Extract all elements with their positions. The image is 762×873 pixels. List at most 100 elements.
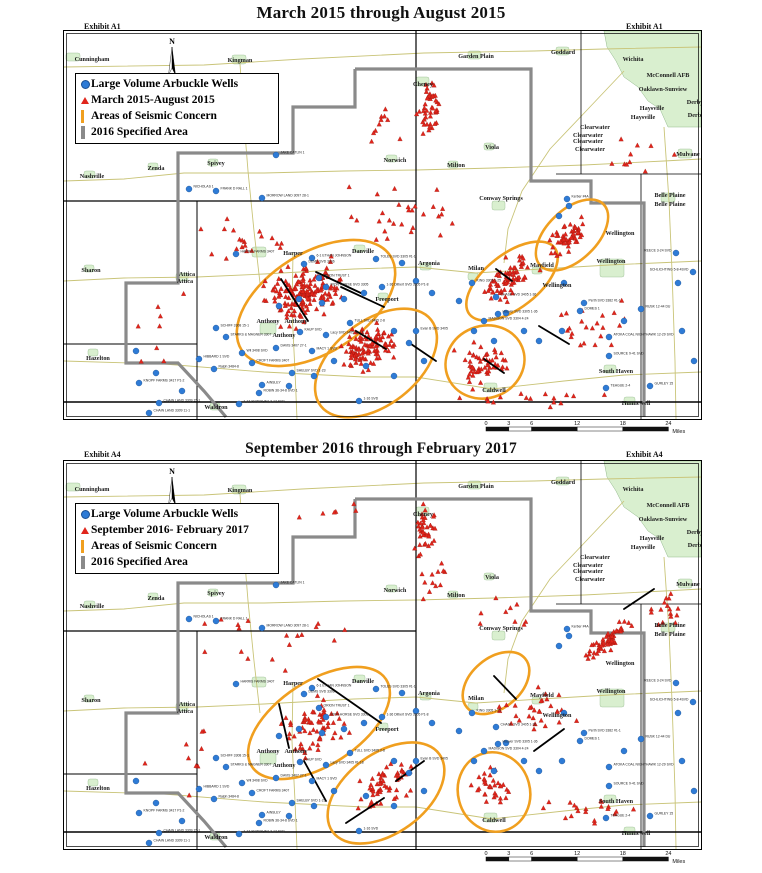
earthquake-marker — [497, 708, 503, 713]
legend-label: 2016 Specified Area — [91, 556, 188, 568]
well-marker — [558, 327, 566, 335]
earthquake-marker — [322, 290, 328, 296]
earthquake-marker — [481, 770, 487, 776]
earthquake-marker — [278, 323, 284, 329]
well-marker — [398, 689, 406, 697]
fault-line — [278, 703, 290, 749]
urban-area — [447, 160, 459, 169]
earthquake-marker — [504, 299, 510, 304]
earthquake-marker — [430, 513, 437, 519]
earthquake-marker — [589, 642, 595, 648]
earthquake-marker — [661, 599, 667, 605]
town-label: Spivey — [207, 160, 225, 167]
well-marker — [340, 295, 348, 303]
well-marker — [470, 327, 478, 335]
earthquake-marker — [276, 276, 282, 281]
earthquake-marker — [468, 368, 474, 374]
earthquake-marker — [556, 719, 562, 725]
earthquake-marker — [234, 246, 240, 252]
earthquake-marker — [384, 784, 390, 790]
earthquake-marker — [334, 710, 340, 716]
well-label: Perth SVD 3382 #1-1 — [589, 299, 621, 303]
earthquake-marker — [261, 283, 267, 289]
earthquake-marker — [324, 296, 331, 302]
well-label: SCHIFF 3308 15-1 — [221, 324, 250, 328]
earthquake-marker — [562, 231, 569, 237]
earthquake-marker — [475, 368, 481, 373]
well-marker — [195, 785, 203, 793]
map-canvas: NICHOLAS 1 FRANK D RALL 1 MORROW LAND 3097… — [64, 31, 701, 419]
earthquake-marker — [364, 329, 370, 335]
earthquake-marker — [269, 235, 275, 241]
earthquake-marker — [382, 106, 388, 112]
town-label: Clearwater — [573, 138, 603, 145]
earthquake-marker — [261, 297, 267, 303]
well-marker — [535, 767, 543, 775]
well-marker — [428, 719, 436, 727]
earthquake-marker — [496, 704, 502, 709]
well-marker — [132, 777, 140, 785]
urban-area — [677, 578, 693, 589]
earthquake-marker — [410, 225, 416, 230]
earthquake-marker — [422, 579, 428, 585]
earthquake-marker — [399, 221, 405, 227]
well-marker — [672, 249, 680, 257]
well-marker — [155, 829, 163, 837]
earthquake-marker — [328, 253, 334, 259]
earthquake-marker — [490, 777, 496, 783]
earthquake-marker — [157, 323, 163, 329]
earthquake-legend-icon — [81, 96, 89, 104]
well-label: Evan B SVD 3405 — [421, 757, 448, 761]
earthquake-marker — [274, 288, 280, 294]
town-label: Argonia — [418, 690, 440, 697]
urban-area — [259, 752, 277, 765]
earthquake-marker — [477, 358, 483, 364]
earthquake-marker — [302, 717, 308, 722]
earthquake-marker — [500, 364, 506, 370]
town-label: Harper — [283, 680, 303, 687]
earthquake-marker — [414, 111, 420, 117]
urban-area — [603, 794, 617, 804]
earthquake-marker — [613, 808, 619, 814]
earthquake-marker — [497, 394, 503, 400]
earthquake-marker — [346, 184, 352, 190]
seismic-concern-ellipse — [246, 665, 392, 781]
earthquake-marker — [412, 203, 418, 209]
well-marker — [490, 767, 498, 775]
earthquake-marker — [186, 792, 192, 798]
earthquake-marker — [325, 724, 331, 729]
well-label: KNOPF FARMS 3417 P1-2 — [144, 809, 185, 813]
earthquake-marker — [374, 191, 380, 197]
earthquake-marker — [430, 204, 436, 209]
well-marker — [212, 754, 220, 762]
urban-area — [83, 170, 96, 179]
earthquake-marker — [521, 621, 527, 627]
town-label: South Haven — [599, 368, 634, 375]
earthquake-marker — [286, 731, 293, 736]
earthquake-marker — [288, 305, 294, 311]
well-label: TULL SVD 3405 2-8 — [355, 319, 386, 323]
earthquake-marker — [432, 525, 438, 531]
well-marker — [346, 319, 354, 327]
exhibit-label-left: Exhibit A4 — [84, 450, 121, 459]
earthquake-marker — [591, 650, 597, 655]
earthquake-marker — [198, 746, 205, 751]
earthquake-marker — [155, 304, 161, 309]
urban-area — [83, 600, 96, 609]
earthquake-marker — [388, 761, 394, 766]
well-label: TOLES SVD 3305 #1-1 — [381, 255, 416, 259]
earthquake-marker — [306, 718, 312, 724]
town-label: Derby — [687, 99, 701, 106]
earthquake-marker — [522, 274, 528, 279]
earthquake-marker — [476, 774, 482, 780]
earthquake-marker — [320, 510, 326, 516]
earthquake-marker — [373, 333, 379, 339]
scale-bar-segment — [531, 426, 578, 432]
earthquake-marker — [385, 117, 391, 122]
earthquake-marker — [568, 813, 574, 819]
earthquake-marker — [245, 618, 251, 623]
earthquake-marker — [161, 358, 167, 364]
scale-tick-label: 6 — [530, 421, 533, 427]
fault-line — [410, 343, 437, 362]
